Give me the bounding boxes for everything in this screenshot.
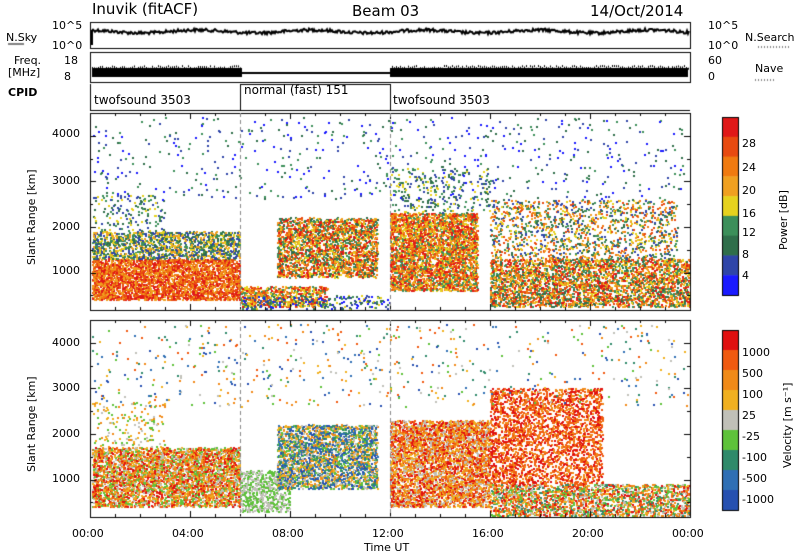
velocity-ytick-1000: 1000 [52, 472, 80, 485]
freq-left-tick-high: 18 [64, 54, 78, 67]
freq-right-tick-high: 60 [708, 54, 722, 67]
freq-label-line1: Freq. [14, 54, 42, 67]
velocity-cbar-tick-neg25: -25 [742, 430, 760, 443]
power-ytick-2000: 2000 [52, 220, 80, 233]
power-cbar-tick-24: 24 [742, 161, 756, 174]
freq-left-tick-low: 8 [64, 70, 71, 83]
velocity-cbar-tick-neg500: -500 [742, 472, 767, 485]
date-title: 14/Oct/2014 [590, 2, 684, 20]
nsky-left-tick-high: 10^5 [52, 19, 83, 32]
nsearch-label: N.Search [745, 31, 795, 44]
velocity-cbar-tick-neg100: -100 [742, 451, 767, 464]
velocity-ytick-4000: 4000 [52, 336, 80, 349]
velocity-cbar-tick-1000: 1000 [742, 346, 770, 359]
velocity-ytick-3000: 3000 [52, 381, 80, 394]
power-cbar-tick-4: 4 [742, 269, 749, 282]
xtick-0: 00:00 [72, 527, 104, 540]
power-cbar-tick-12: 12 [742, 226, 756, 239]
velocity-cbar-tick-500: 500 [742, 367, 763, 380]
freq-label-line2: [MHz] [8, 66, 41, 79]
cpid-segment-1: twofsound 3503 [94, 93, 191, 107]
power-ylabel: Slant Range [km] [25, 169, 38, 265]
power-cbar-tick-8: 8 [742, 248, 749, 261]
cpid-segment-3: twofsound 3503 [393, 93, 490, 107]
velocity-cbar-label: Velocity [m s⁻¹] [781, 382, 794, 468]
nsky-left-tick-low: 10^0 [52, 39, 83, 52]
freq-right-tick-low: 0 [708, 70, 715, 83]
beam-title: Beam 03 [352, 2, 420, 20]
power-ytick-4000: 4000 [52, 127, 80, 140]
cpid-segment-2: normal (fast) 151 [244, 83, 349, 97]
power-ytick-3000: 3000 [52, 174, 80, 187]
xtick-2: 08:00 [272, 527, 304, 540]
velocity-cbar-tick-25: 25 [742, 409, 756, 422]
xtick-4: 16:00 [472, 527, 504, 540]
xtick-3: 12:00 [372, 527, 404, 540]
xtick-5: 20:00 [572, 527, 604, 540]
velocity-cbar-tick-100: 100 [742, 388, 763, 401]
power-cbar-tick-28: 28 [742, 137, 756, 150]
nave-label: Nave [755, 62, 784, 75]
velocity-ytick-2000: 2000 [52, 427, 80, 440]
nsky-right-tick-low: 10^0 [708, 39, 739, 52]
xtick-6: 00:00 [672, 527, 704, 540]
nsky-right-tick-high: 10^5 [708, 19, 739, 32]
cpid-label: CPID [8, 86, 38, 99]
nsky-label: N.Sky [6, 31, 38, 44]
power-cbar-tick-16: 16 [742, 207, 756, 220]
power-cbar-tick-20: 20 [742, 184, 756, 197]
xtick-1: 04:00 [172, 527, 204, 540]
power-ytick-1000: 1000 [52, 264, 80, 277]
velocity-cbar-tick-neg1000: -1000 [742, 493, 774, 506]
xaxis-label: Time UT [364, 541, 410, 554]
power-cbar-label: Power [dB] [777, 190, 790, 250]
velocity-ylabel: Slant Range [km] [25, 376, 38, 472]
station-title: Inuvik (fitACF) [92, 0, 199, 18]
